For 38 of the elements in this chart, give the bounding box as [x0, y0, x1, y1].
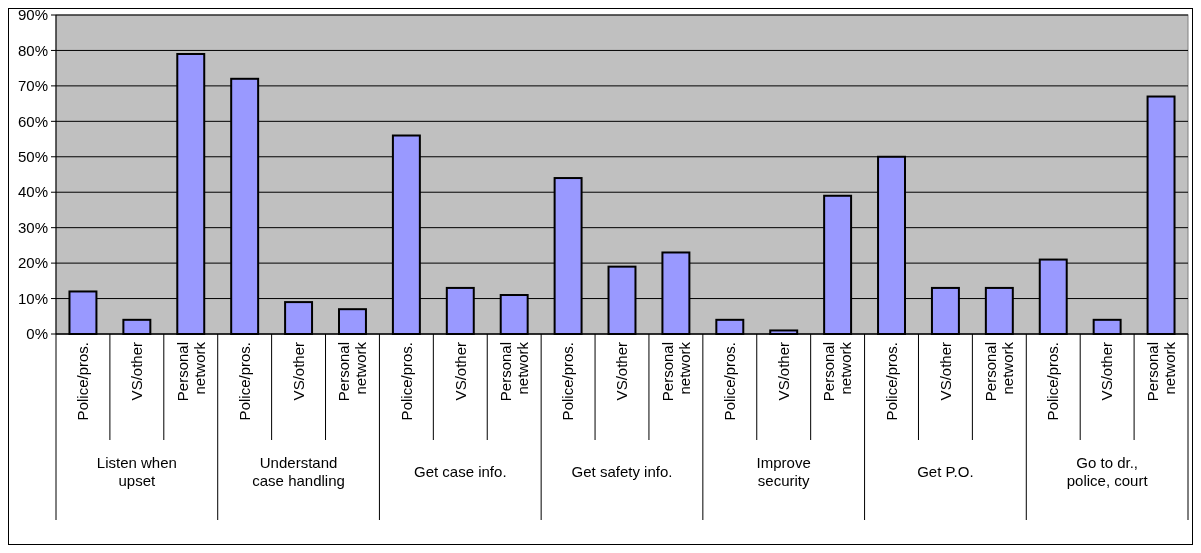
y-tick-label: 0% — [26, 325, 48, 343]
x-tick-label: Police/pros. — [1044, 342, 1062, 421]
y-tick-label: 60% — [17, 112, 48, 130]
y-tick-label: 80% — [17, 41, 48, 59]
x-tick-label: Personal network — [820, 341, 855, 402]
x-tick-label: VS/other — [774, 342, 792, 401]
x-tick-label: Personal network — [658, 341, 693, 402]
x-tick-label: Police/pros. — [721, 342, 739, 421]
x-tick-label: VS/other — [613, 342, 631, 401]
x-tick-label: VS/other — [451, 342, 469, 401]
y-tick-label: 90% — [17, 6, 48, 24]
text: Get safety info. — [571, 463, 673, 481]
x-tick-label: Personal network — [335, 341, 370, 402]
x-tick-label: Personal network — [1143, 341, 1178, 402]
text: Understand case handling — [252, 454, 345, 490]
y-tick-label: 40% — [17, 183, 48, 201]
x-tick-label: Police/pros. — [559, 342, 577, 421]
x-tick-label: Personal network — [173, 341, 208, 402]
x-tick-label: VS/other — [128, 342, 146, 401]
text: Go to dr., police, court — [1066, 454, 1149, 490]
x-tick-label: Personal network — [496, 341, 531, 402]
text: Get case info. — [414, 463, 507, 481]
x-tick-label: Personal network — [982, 341, 1017, 402]
y-tick-label: 50% — [17, 148, 48, 166]
y-tick-label: 70% — [17, 77, 48, 95]
x-tick-label: VS/other — [936, 342, 954, 401]
y-tick-label: 20% — [17, 254, 48, 272]
y-tick-label: 30% — [17, 218, 48, 236]
text: Get P.O. — [917, 463, 974, 481]
x-tick-label: Police/pros. — [235, 342, 253, 421]
x-tick-label: Police/pros. — [882, 342, 900, 421]
text: Listen when upset — [96, 454, 177, 490]
x-tick-label: Police/pros. — [397, 342, 415, 421]
text: Improve security — [756, 454, 811, 490]
x-tick-label: VS/other — [289, 342, 307, 401]
x-tick-label: Police/pros. — [74, 342, 92, 421]
y-tick-label: 10% — [17, 289, 48, 307]
x-tick-label: VS/other — [1098, 342, 1116, 401]
